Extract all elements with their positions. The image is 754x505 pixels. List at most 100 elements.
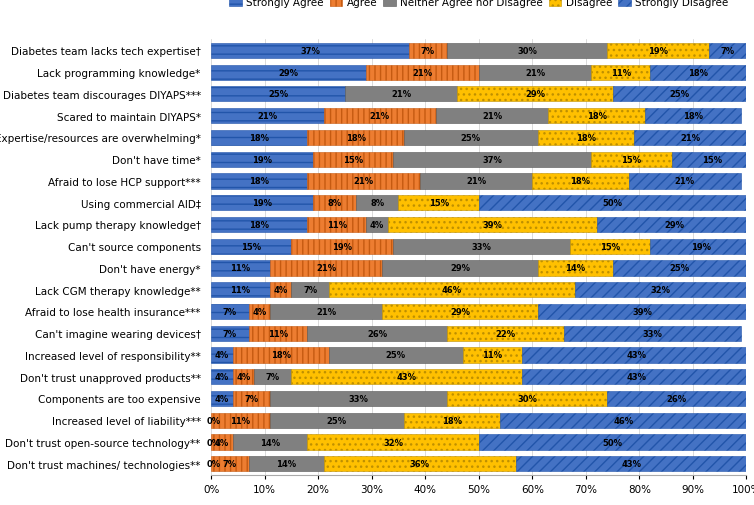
Bar: [270, 391, 446, 407]
Bar: [308, 217, 366, 233]
Text: 15%: 15%: [621, 156, 642, 164]
Text: 46%: 46%: [613, 416, 633, 425]
Text: 4%: 4%: [215, 394, 229, 403]
Bar: [323, 456, 516, 472]
Text: 26%: 26%: [367, 329, 387, 338]
Bar: [650, 239, 752, 255]
Text: 18%: 18%: [571, 177, 590, 186]
Bar: [308, 434, 479, 450]
Text: 15%: 15%: [600, 242, 620, 251]
Bar: [313, 152, 393, 168]
Bar: [254, 369, 292, 385]
Text: 4%: 4%: [215, 351, 229, 360]
Bar: [249, 326, 308, 341]
Legend: Strongly Agree, Agree, Neither Agree nor Disagree, Disagree, Strongly Disagree: Strongly Agree, Agree, Neither Agree nor…: [229, 0, 728, 8]
Text: 50%: 50%: [602, 199, 623, 208]
Text: 32%: 32%: [383, 438, 403, 446]
Text: 29%: 29%: [450, 264, 470, 273]
Bar: [211, 326, 249, 341]
Bar: [211, 217, 308, 233]
Bar: [409, 43, 446, 59]
Text: 21%: 21%: [412, 69, 433, 77]
Bar: [211, 65, 366, 81]
Text: 29%: 29%: [450, 308, 470, 316]
Bar: [211, 369, 232, 385]
Text: 18%: 18%: [250, 134, 269, 142]
Bar: [548, 109, 645, 124]
Text: 7%: 7%: [244, 394, 259, 403]
Bar: [270, 282, 292, 298]
Bar: [420, 174, 532, 189]
Bar: [211, 347, 232, 363]
Bar: [532, 174, 629, 189]
Bar: [613, 261, 746, 276]
Text: 7%: 7%: [303, 286, 317, 294]
Bar: [446, 391, 607, 407]
Text: 25%: 25%: [268, 90, 288, 99]
Bar: [211, 43, 409, 59]
Bar: [458, 87, 613, 103]
Text: 29%: 29%: [279, 69, 299, 77]
Bar: [382, 304, 538, 320]
Text: 7%: 7%: [721, 47, 735, 56]
Bar: [607, 43, 709, 59]
Text: 36%: 36%: [410, 460, 430, 468]
Bar: [570, 239, 650, 255]
Text: 14%: 14%: [260, 438, 280, 446]
Text: 7%: 7%: [222, 308, 237, 316]
Bar: [211, 174, 308, 189]
Text: 4%: 4%: [215, 438, 229, 446]
Text: 21%: 21%: [466, 177, 486, 186]
Bar: [292, 282, 329, 298]
Bar: [292, 369, 522, 385]
Bar: [446, 43, 607, 59]
Bar: [366, 65, 479, 81]
Text: 29%: 29%: [525, 90, 545, 99]
Bar: [211, 456, 249, 472]
Text: 18%: 18%: [345, 134, 366, 142]
Bar: [629, 174, 741, 189]
Text: 21%: 21%: [316, 308, 336, 316]
Bar: [308, 174, 420, 189]
Text: 11%: 11%: [327, 221, 347, 229]
Text: 19%: 19%: [648, 47, 668, 56]
Bar: [211, 239, 292, 255]
Bar: [479, 195, 746, 211]
Text: 11%: 11%: [231, 286, 250, 294]
Bar: [329, 347, 463, 363]
Bar: [211, 195, 313, 211]
Text: 19%: 19%: [691, 242, 711, 251]
Text: 0%: 0%: [207, 438, 221, 446]
Text: 7%: 7%: [421, 47, 435, 56]
Bar: [232, 347, 329, 363]
Bar: [382, 261, 538, 276]
Text: 7%: 7%: [222, 460, 237, 468]
Text: 18%: 18%: [271, 351, 291, 360]
Text: 4%: 4%: [274, 286, 288, 294]
Bar: [211, 413, 270, 428]
Text: 15%: 15%: [241, 242, 262, 251]
Bar: [329, 282, 575, 298]
Text: 50%: 50%: [602, 438, 623, 446]
Bar: [211, 130, 308, 146]
Bar: [709, 43, 746, 59]
Bar: [211, 152, 313, 168]
Text: 19%: 19%: [252, 199, 272, 208]
Text: 14%: 14%: [565, 264, 585, 273]
Bar: [607, 391, 746, 407]
Bar: [393, 152, 591, 168]
Bar: [591, 152, 672, 168]
Bar: [538, 261, 612, 276]
Bar: [249, 304, 270, 320]
Text: 15%: 15%: [702, 156, 722, 164]
Text: 18%: 18%: [683, 112, 703, 121]
Bar: [366, 217, 388, 233]
Text: 21%: 21%: [675, 177, 695, 186]
Text: 25%: 25%: [386, 351, 406, 360]
Bar: [211, 304, 249, 320]
Bar: [211, 282, 270, 298]
Text: 21%: 21%: [354, 177, 374, 186]
Bar: [323, 109, 436, 124]
Bar: [516, 456, 746, 472]
Bar: [232, 434, 308, 450]
